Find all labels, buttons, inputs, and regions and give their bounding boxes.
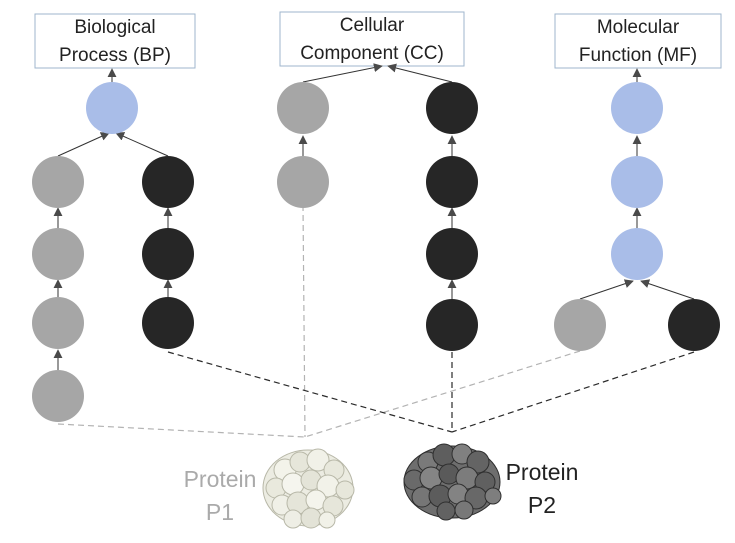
- cc-root-box: Cellular Component (CC): [279, 11, 465, 67]
- cc-p2-leaf-node: [426, 299, 478, 351]
- protein-p2-label-line1: Protein: [506, 459, 579, 485]
- bp-p1-node: [32, 156, 84, 208]
- protein-p2-label-line2: P2: [528, 492, 556, 518]
- mf-nodes: [554, 82, 720, 351]
- cc-title-line2: Component (CC): [300, 43, 444, 64]
- mf-p1-leaf-node: [554, 299, 606, 351]
- cc-p2-node: [426, 228, 478, 280]
- bp-p1-node: [32, 228, 84, 280]
- cc-p1-leaf-node: [277, 156, 329, 208]
- bp-p1-leaf-node: [32, 370, 84, 422]
- bp-nodes: [32, 82, 194, 422]
- mf-title-line2: Function (MF): [579, 45, 697, 66]
- bp-title-line2: Process (BP): [59, 45, 171, 66]
- bp-edges: [53, 68, 173, 370]
- mf-shared-node: [611, 82, 663, 134]
- protein-p2-structure: [403, 443, 502, 521]
- cc-edges: [298, 63, 457, 299]
- mf-title-line1: Molecular: [597, 17, 680, 38]
- p1-to-mf-line: [304, 350, 581, 438]
- bp-root-box: Biological Process (BP): [34, 13, 196, 69]
- bp-p2-node: [142, 156, 194, 208]
- cc-p1-node: [277, 82, 329, 134]
- protein-p1-structure: [262, 448, 355, 529]
- p1-to-bp-line: [57, 423, 306, 438]
- bp-p2-leaf-node: [142, 297, 194, 349]
- p1-annotation-lines: [57, 204, 581, 438]
- bp-p2-node: [142, 228, 194, 280]
- mf-p2-leaf-node: [668, 299, 720, 351]
- cc-p2-node: [426, 156, 478, 208]
- p2-to-bp-line: [167, 351, 453, 433]
- bp-p1-node: [32, 297, 84, 349]
- p2-to-mf-line: [451, 351, 695, 433]
- bp-title-line1: Biological: [74, 17, 155, 38]
- protein-p1-label: Protein P1: [184, 466, 257, 525]
- protein-p1-label-line1: Protein: [184, 466, 257, 492]
- mf-root-box: Molecular Function (MF): [554, 13, 722, 69]
- mf-shared-node: [611, 156, 663, 208]
- cc-p2-node: [426, 82, 478, 134]
- protein-p2-label: Protein P2: [506, 459, 579, 518]
- mf-edges: [579, 68, 695, 300]
- mf-shared-node: [611, 228, 663, 280]
- protein-p1-label-line2: P1: [206, 499, 234, 525]
- bp-shared-node: [86, 82, 138, 134]
- cc-nodes: [277, 82, 478, 351]
- p1-to-cc-line: [302, 204, 306, 438]
- cc-title-line1: Cellular: [340, 15, 405, 36]
- p2-annotation-lines: [167, 351, 695, 433]
